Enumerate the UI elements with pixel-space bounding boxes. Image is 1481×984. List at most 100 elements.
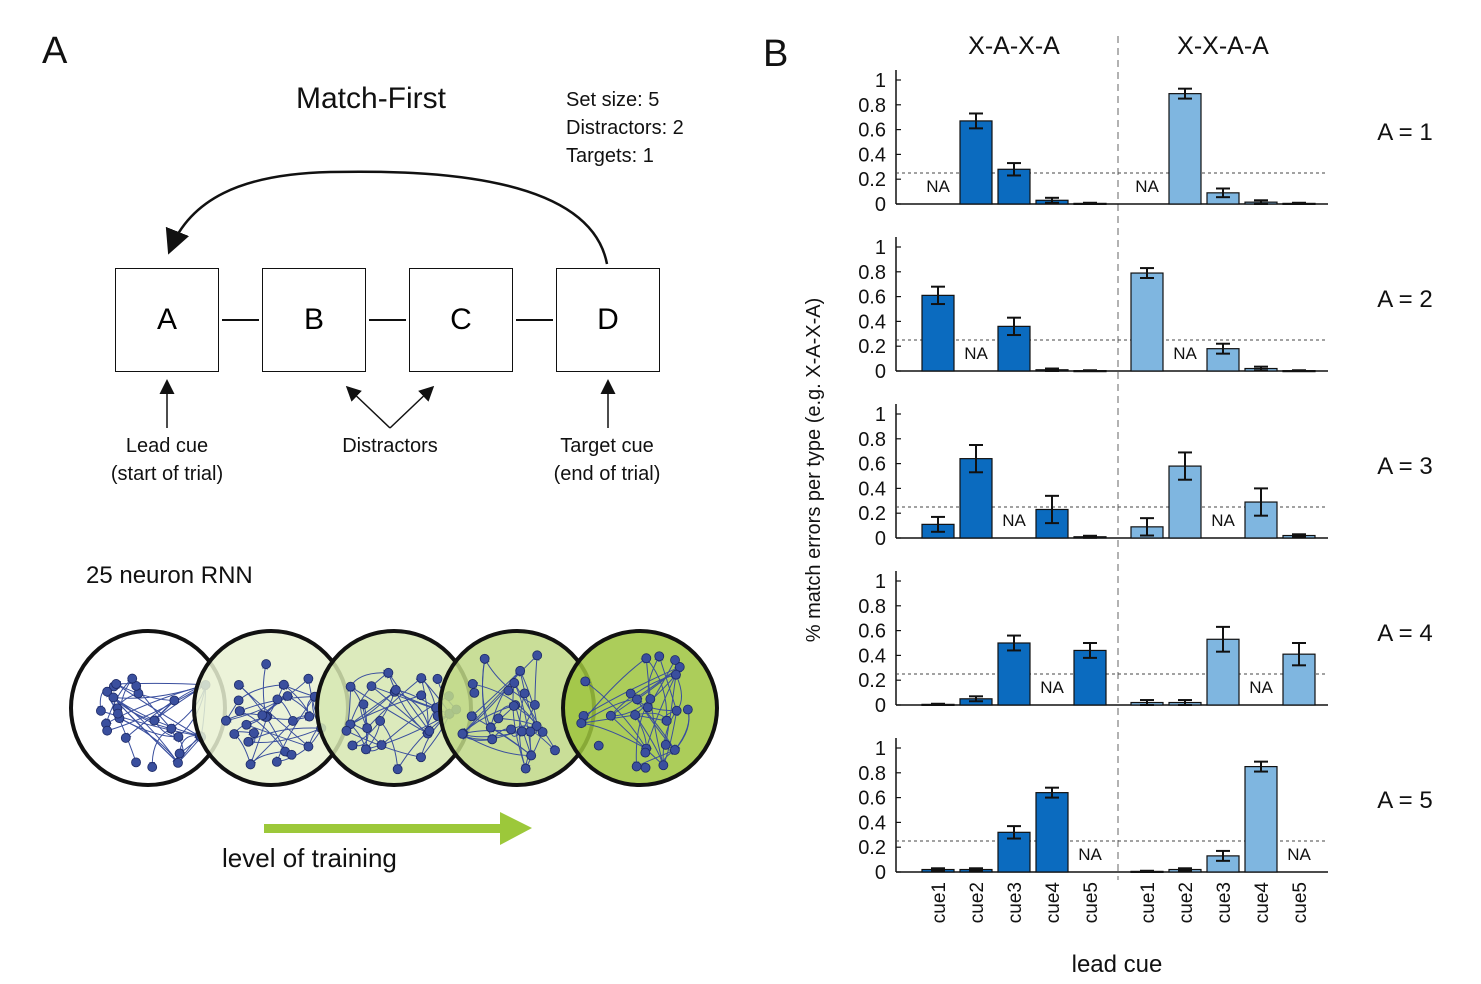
rnn-neuron bbox=[127, 673, 138, 684]
rnn-neuron bbox=[671, 669, 681, 680]
rnn-neuron bbox=[605, 710, 616, 721]
rnn-neuron bbox=[660, 739, 671, 750]
rnn-neuron bbox=[487, 734, 498, 745]
rnn-connection bbox=[247, 727, 322, 746]
rnn-connection bbox=[584, 680, 647, 749]
rnn-neuron bbox=[131, 757, 141, 768]
task-parameters: Set size: 5 Distractors: 2 Targets: 1 bbox=[566, 86, 684, 170]
rnn-neuron bbox=[661, 715, 672, 726]
y-tick-label: 0.8 bbox=[858, 95, 886, 117]
rnn-neuron bbox=[96, 705, 106, 716]
y-tick-label: 0.4 bbox=[858, 645, 886, 667]
rnn-neuron bbox=[169, 695, 180, 706]
na-label: NA bbox=[1249, 678, 1273, 697]
rnn-connection bbox=[663, 674, 677, 746]
rnn-neuron bbox=[479, 653, 490, 664]
rnn-neuron bbox=[576, 718, 587, 729]
rnn-neuron bbox=[282, 691, 293, 701]
x-tick-label: cue3 bbox=[1214, 882, 1235, 923]
bar-chart-row: 0 0.2 0.40.6 0.8 1 A = 1 NA NA bbox=[858, 70, 1433, 216]
y-tick-label: 0.2 bbox=[858, 503, 886, 525]
y-tick-label: 0.6 bbox=[858, 788, 886, 810]
training-arrow-shaft bbox=[264, 824, 502, 833]
rnn-neuron bbox=[532, 650, 543, 661]
cue-box-b: B bbox=[262, 268, 366, 372]
rnn-neuron bbox=[233, 695, 244, 706]
rnn-neuron bbox=[287, 716, 298, 726]
y-tick-label: 1 bbox=[875, 237, 886, 259]
rnn-connection bbox=[349, 672, 390, 725]
bar bbox=[1168, 93, 1202, 205]
rnn-title: 25 neuron RNN bbox=[86, 562, 253, 589]
rnn-connection bbox=[471, 682, 538, 727]
x-tick-label: cue3 bbox=[1005, 882, 1026, 923]
bar-chart-row: 0 0.2 0.40.6 0.8 1 A = 3 NA NA bbox=[858, 404, 1433, 550]
panel-a-diagram bbox=[69, 170, 719, 845]
bar-chart-row: 0 0.2 0.40.6 0.8 1 A = 2 NA NA bbox=[858, 237, 1433, 383]
rnn-neuron bbox=[358, 699, 369, 710]
rnn-neuron bbox=[304, 711, 315, 722]
training-arrow-head bbox=[500, 812, 532, 845]
rnn-neuron bbox=[640, 762, 651, 773]
rnn-neuron bbox=[593, 740, 604, 751]
group-title: X-X-A-A bbox=[1177, 32, 1269, 60]
diagram-title: Match-First bbox=[296, 82, 446, 115]
x-tick-label: cue1 bbox=[1138, 882, 1159, 923]
rnn-connection bbox=[238, 684, 310, 748]
rnn-neuron bbox=[229, 729, 240, 739]
rnn-neuron bbox=[233, 679, 244, 690]
rnn-neuron bbox=[303, 673, 314, 684]
rnn-neuron bbox=[640, 747, 651, 758]
rnn-neuron bbox=[120, 733, 131, 743]
y-tick-label: 0.2 bbox=[858, 670, 886, 692]
rnn-neuron bbox=[519, 688, 530, 699]
y-tick-label: 0 bbox=[875, 695, 886, 717]
rnn-connection bbox=[645, 657, 670, 722]
training-label: level of training bbox=[222, 843, 397, 873]
cue-box-c: C bbox=[409, 268, 513, 372]
y-tick-label: 0.4 bbox=[858, 812, 886, 834]
rnn-neuron bbox=[682, 704, 693, 715]
rnn-neuron bbox=[392, 764, 403, 775]
y-tick-label: 0.8 bbox=[858, 596, 886, 618]
na-label: NA bbox=[1211, 511, 1235, 530]
distractor-pointer-c bbox=[389, 385, 435, 429]
rnn-neuron bbox=[531, 721, 542, 731]
rnn-neuron bbox=[645, 694, 656, 704]
rnn-neuron bbox=[493, 713, 504, 724]
row-label: A = 2 bbox=[1377, 286, 1432, 313]
rnn-neuron bbox=[670, 655, 680, 665]
y-tick-label: 0.4 bbox=[858, 311, 886, 333]
rnn-neuron bbox=[641, 653, 652, 664]
rnn-neuron bbox=[113, 708, 123, 719]
rnn-neuron bbox=[503, 685, 514, 696]
rnn-connection bbox=[366, 677, 423, 729]
x-tick-label: cue4 bbox=[1043, 882, 1064, 924]
rnn-neuron bbox=[173, 731, 184, 742]
rnn-neuron bbox=[508, 701, 519, 711]
rnn-neuron bbox=[416, 673, 427, 683]
bar bbox=[959, 120, 993, 205]
rnn-neuron bbox=[630, 710, 640, 720]
rnn-neuron bbox=[506, 724, 516, 735]
row-label: A = 3 bbox=[1377, 453, 1432, 480]
rnn-connection bbox=[481, 658, 493, 741]
row-label: A = 1 bbox=[1377, 119, 1432, 146]
x-tick-label: cue5 bbox=[1290, 882, 1311, 923]
y-tick-label: 0.6 bbox=[858, 621, 886, 643]
y-tick-label: 0.8 bbox=[858, 429, 886, 451]
rnn-neuron bbox=[272, 694, 283, 705]
rnn-neuron bbox=[102, 725, 113, 736]
y-tick-label: 0.4 bbox=[858, 144, 886, 166]
x-tick-label: cue1 bbox=[929, 882, 950, 923]
group-title: X-A-X-A bbox=[968, 32, 1060, 60]
rnn-circle bbox=[438, 629, 596, 787]
na-label: NA bbox=[1040, 678, 1064, 697]
na-label: NA bbox=[926, 177, 950, 196]
rnn-neuron bbox=[550, 745, 560, 756]
lead-cue-note: Lead cue (start of trial) bbox=[110, 435, 224, 485]
rnn-connection bbox=[107, 684, 207, 732]
rnn-neuron bbox=[669, 745, 680, 755]
rnn-neuron bbox=[173, 757, 183, 768]
rnn-neuron bbox=[466, 711, 477, 722]
